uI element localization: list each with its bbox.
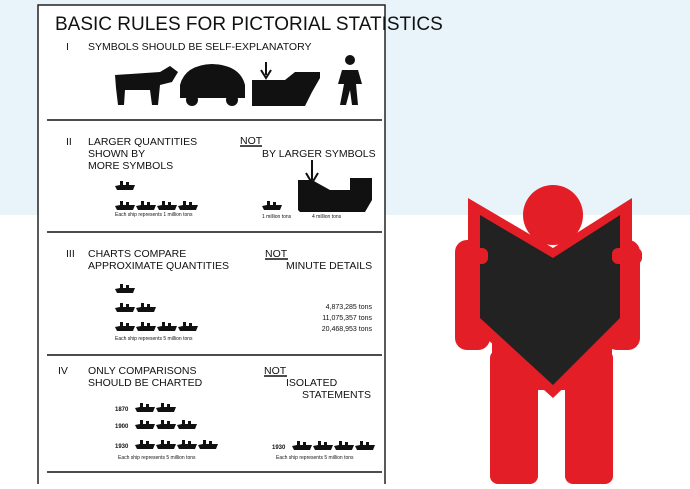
rule-text: ONLY COMPARISONS bbox=[88, 365, 197, 377]
rule-text: APPROXIMATE QUANTITIES bbox=[88, 260, 229, 272]
caption: Each ship represents 5 million tons bbox=[276, 455, 354, 461]
amount: 20,468,953 tons bbox=[322, 326, 373, 333]
rule-text: MORE SYMBOLS bbox=[88, 160, 173, 172]
rule-text: SYMBOLS SHOULD BE SELF-EXPLANATORY bbox=[88, 41, 312, 53]
year: 1870 bbox=[115, 407, 129, 413]
contrast-text: ISOLATED bbox=[286, 377, 338, 389]
contrast-text: MINUTE DETAILS bbox=[286, 260, 372, 272]
rule-text: CHARTS COMPARE bbox=[88, 248, 186, 260]
not: NOT bbox=[240, 135, 263, 147]
numeral: II bbox=[66, 136, 72, 148]
numeral: III bbox=[66, 248, 75, 260]
year: 1930 bbox=[115, 444, 129, 450]
contrast-text: STATEMENTS bbox=[302, 389, 371, 401]
caption: 1 million tons bbox=[262, 214, 292, 220]
numeral: I bbox=[66, 41, 69, 53]
icons bbox=[115, 55, 372, 212]
contrast-text: BY LARGER SYMBOLS bbox=[262, 148, 376, 160]
title: BASIC RULES FOR PICTORIAL STATISTICS bbox=[55, 14, 443, 35]
amount: 11,075,357 tons bbox=[322, 315, 372, 322]
rules bbox=[47, 119, 382, 473]
not: NOT bbox=[264, 365, 287, 377]
year: 1900 bbox=[115, 424, 129, 430]
not: NOT bbox=[265, 248, 288, 260]
rule-text: SHOULD BE CHARTED bbox=[88, 377, 203, 389]
caption: Each ship represents 5 million tons bbox=[118, 455, 196, 461]
amount: 4,873,285 tons bbox=[326, 304, 373, 311]
figure bbox=[455, 185, 642, 484]
caption: Each ship represents 1 million tons bbox=[115, 212, 193, 218]
caption: 4 million tons bbox=[312, 214, 342, 220]
numeral: IV bbox=[58, 365, 68, 377]
year: 1930 bbox=[272, 445, 286, 451]
caption: Each ship represents 5 million tons bbox=[115, 336, 193, 342]
rule-text: SHOWN BY bbox=[88, 148, 145, 160]
rule-text: LARGER QUANTITIES bbox=[88, 136, 197, 148]
